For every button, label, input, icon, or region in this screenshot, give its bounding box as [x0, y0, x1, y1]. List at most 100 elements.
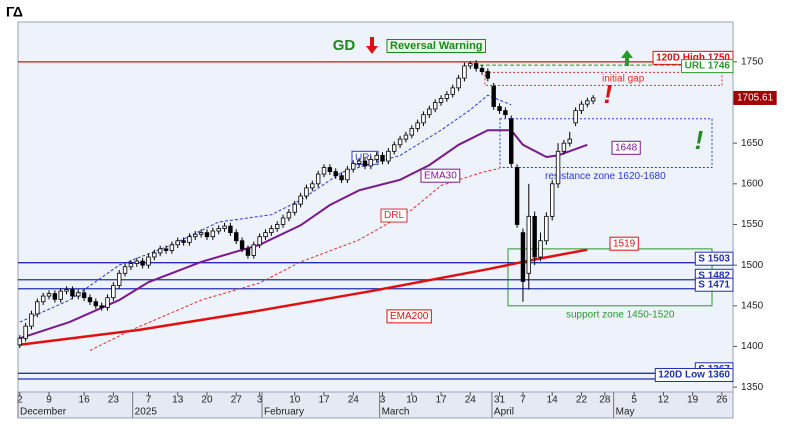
candle-body [58, 290, 63, 300]
candle-body [64, 289, 69, 292]
month-label: March [382, 407, 410, 418]
candle-body [327, 167, 333, 173]
candle-body [187, 236, 192, 243]
candle-body [397, 138, 403, 146]
last-price-box [733, 90, 777, 105]
candle-body [356, 160, 362, 164]
price-label: 1519 [613, 238, 636, 249]
candle-body [427, 108, 432, 116]
candle-body [169, 244, 175, 251]
series-label: EMA30 [424, 170, 457, 181]
candle-body [362, 160, 368, 167]
candle-body [438, 98, 444, 103]
candle-body [222, 225, 227, 229]
y-tick-label: 1650 [741, 138, 764, 149]
x-tick-label: 10 [406, 395, 418, 406]
candle-body [456, 77, 461, 89]
y-tick-label: 1550 [741, 219, 764, 230]
annotation: Reversal Warning [390, 40, 483, 52]
x-tick-label: 2 [17, 395, 23, 406]
x-tick-label: 19 [687, 395, 699, 406]
candle-body [321, 167, 327, 175]
series-line [19, 129, 588, 340]
candle-body [585, 100, 590, 105]
candle-body [280, 217, 286, 225]
candle-body [23, 325, 28, 339]
x-tick-label: 17 [318, 395, 330, 406]
annotation: GD [333, 37, 356, 54]
last-price: 1705.61 [737, 93, 774, 104]
candle-body [315, 173, 321, 185]
candle-body [567, 138, 572, 144]
x-tick-label: 24 [465, 395, 477, 406]
x-tick-label: 28 [599, 395, 611, 406]
y-tick-label: 1750 [741, 56, 764, 67]
candle-body [509, 118, 514, 164]
candle-body [485, 71, 491, 79]
candle-body [579, 103, 584, 112]
candle-body [555, 150, 561, 185]
candle-body [304, 187, 309, 197]
candle-body [111, 285, 116, 299]
candle-body [146, 256, 151, 266]
x-tick-label: 31 [494, 395, 506, 406]
candle-body [93, 301, 99, 307]
candle-body [351, 163, 356, 170]
candle-body [544, 215, 549, 242]
price-label-box [609, 236, 639, 251]
candle-body [122, 266, 128, 274]
candle-body [181, 240, 186, 243]
month-label: April [494, 407, 514, 418]
zone [499, 118, 713, 169]
candle-body [409, 128, 414, 136]
series-label-box [386, 309, 432, 324]
x-tick-label: 12 [658, 395, 670, 406]
x-tick-label: 10 [289, 395, 301, 406]
candle-body [17, 337, 22, 346]
y-tick-label: 1600 [741, 178, 764, 189]
level-label-box [654, 367, 734, 382]
candle-body [333, 171, 338, 177]
candle-body [368, 159, 374, 167]
candle-body [286, 211, 292, 219]
candle-body [175, 240, 180, 246]
series-line [89, 167, 500, 351]
candle-body [503, 110, 508, 116]
candle-body [228, 225, 233, 234]
x-tick-label: 3 [380, 395, 386, 406]
candle-body [462, 65, 467, 79]
level-label: S 1503 [698, 253, 730, 264]
arrow-up [621, 50, 633, 66]
month-label: 2025 [135, 407, 158, 418]
candle-body [479, 67, 485, 73]
candle-body [450, 87, 455, 95]
x-tick-label: 16 [79, 395, 91, 406]
candle-body [386, 150, 391, 162]
x-tick-label: 7 [146, 395, 152, 406]
candle-body [35, 301, 40, 315]
candle-body [251, 244, 256, 256]
candle-body [573, 110, 578, 124]
y-tick-label: 1500 [741, 260, 764, 271]
zone-label: support zone 1450-1520 [566, 309, 675, 320]
series-label: EMA200 [390, 311, 429, 322]
annotation-box [386, 39, 487, 53]
candle-body [374, 154, 379, 160]
month-label: February [264, 407, 304, 418]
candle-body [473, 63, 479, 69]
candle-body [310, 183, 315, 189]
candle-body [269, 228, 274, 234]
level-label: 120D Low 1360 [658, 370, 730, 381]
candle-body [140, 260, 145, 266]
candle-body [99, 305, 104, 308]
x-tick-label: 23 [108, 395, 120, 406]
zone [484, 71, 723, 86]
candle-body [514, 167, 520, 225]
level-label-box [694, 277, 734, 292]
x-tick-label: 9 [46, 395, 52, 406]
candle-body [491, 85, 496, 107]
x-tick-label: 13 [172, 395, 184, 406]
candle-body [128, 263, 134, 268]
level-label: 120D High 1750 [656, 52, 730, 63]
candle-body [292, 203, 297, 213]
